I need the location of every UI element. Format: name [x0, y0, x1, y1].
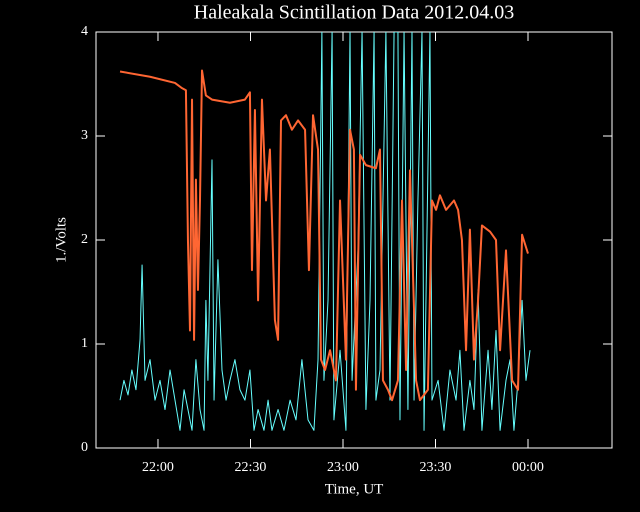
x-axis-label: Time, UT [325, 481, 384, 497]
y-tick-label: 0 [81, 440, 88, 455]
x-tick-label: 00:00 [512, 460, 544, 475]
y-tick-label: 3 [81, 128, 88, 143]
y-tick-label: 4 [81, 24, 88, 39]
data-line [119, 32, 531, 431]
y-tick-label: 1 [81, 336, 88, 351]
y-axis-label: 1./Volts [53, 217, 69, 263]
plot-area [119, 32, 531, 431]
x-tick-label: 23:00 [327, 460, 359, 475]
x-tick-label: 22:30 [235, 460, 267, 475]
x-tick-label: 22:00 [142, 460, 174, 475]
x-tick-label: 23:30 [420, 460, 452, 475]
chart-title: Haleakala Scintillation Data 2012.04.03 [194, 2, 514, 24]
y-tick-label: 2 [81, 232, 88, 247]
data-line [119, 69, 529, 402]
